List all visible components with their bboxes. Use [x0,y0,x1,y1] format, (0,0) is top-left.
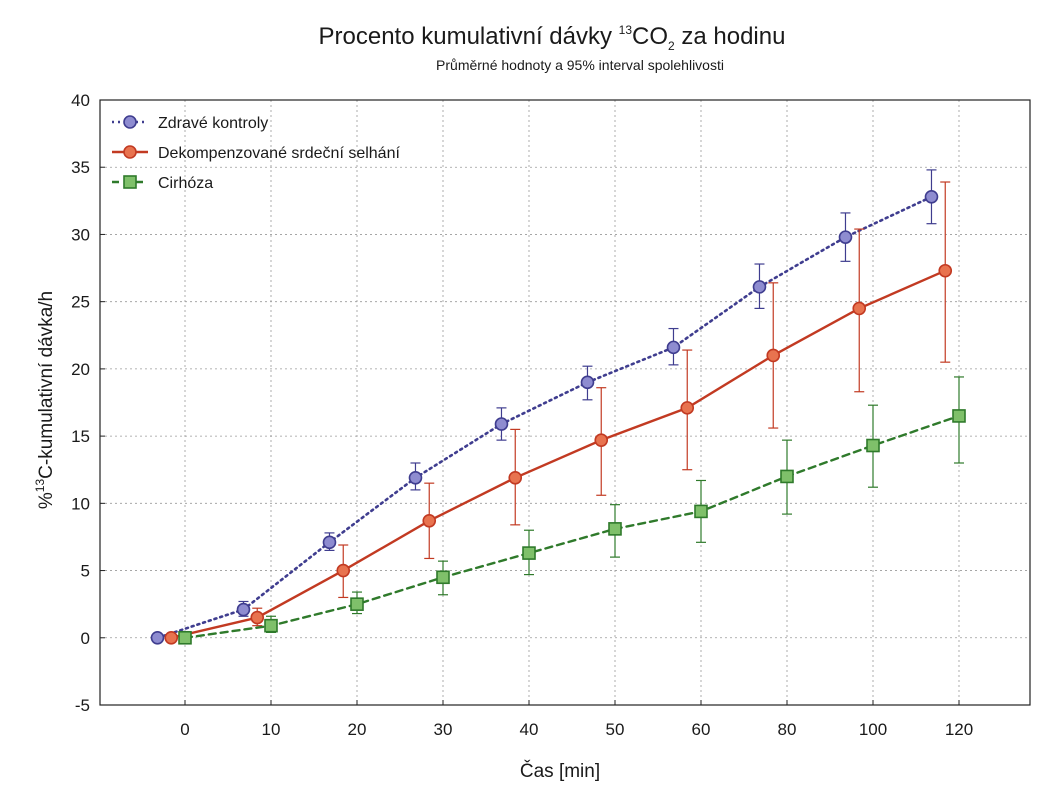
x-tick-label: 80 [778,720,797,739]
chart-title-mid: CO [632,23,668,50]
chart-title-sup: 13 [619,23,633,37]
y-tick-label: 15 [71,427,90,446]
y-tick-label: 35 [71,158,90,177]
plot-area-frame [99,99,1031,706]
series-2 [164,181,953,645]
data-point [780,469,794,484]
data-point [694,504,708,519]
data-point [350,597,364,611]
legend-label: Zdravé kontroly [158,115,268,132]
data-point [336,563,351,578]
data-point [236,602,251,617]
data-point [680,401,695,415]
y-tick-label: 20 [71,360,90,379]
x-tick-label: 40 [520,720,539,739]
data-point [436,570,450,585]
x-tick-label: 60 [692,720,711,739]
y-tick-label: -5 [75,696,90,715]
x-tick-label: 0 [180,720,189,739]
y-tick-label: 30 [71,225,90,244]
y-tick-label: 25 [71,293,90,312]
data-point [766,348,781,363]
data-point [866,438,880,453]
legend-swatch-marker [123,115,137,129]
data-point [594,433,609,447]
data-point [164,630,179,645]
series-line [156,195,933,640]
data-point [494,417,509,431]
legend-label: Dekompenzované srdeční selhání [158,145,400,162]
data-point [508,470,523,485]
y-axis-label-pre: % [36,492,57,509]
legend: Zdravé kontroly Dekompenzované srdeční se… [112,115,400,192]
y-tick-label: 5 [81,562,90,581]
x-tick-label: 50 [606,720,625,739]
data-point [264,618,278,633]
chart-title-pre: Procento kumulativní dávky [319,23,619,50]
data-point [838,230,853,244]
x-tick-label: 120 [945,720,973,739]
legend-label: Cirhóza [158,175,213,192]
data-point [522,546,536,560]
data-point [422,514,437,528]
data-point [852,301,867,316]
data-point [924,190,939,204]
data-point [580,375,595,390]
series-3 [178,376,966,645]
series-line [183,414,961,639]
data-point [408,470,423,485]
data-point [250,610,265,625]
data-point [752,280,767,294]
chart-title-post: za hodinu [675,23,786,50]
y-tick-label: 10 [71,494,90,513]
x-tick-label: 100 [859,720,887,739]
x-axis-ticks: 0 10 20 30 40 50 60 80 100 120 [180,700,973,739]
chart-subtitle: Průměrné hodnoty a 95% interval spolehli… [436,57,724,73]
x-tick-label: 10 [262,720,281,739]
data-point [938,263,953,278]
data-point [150,630,165,645]
y-axis-label: %13C-kumulativní dávka/h [33,291,57,509]
series-1 [150,169,939,645]
legend-swatch-marker [123,175,137,189]
data-point [952,409,966,423]
series-line [169,269,947,639]
y-tick-label: 0 [81,629,90,648]
data-point [322,535,337,550]
y-axis-ticks: -5 0 5 10 15 20 25 30 35 40 [71,91,105,715]
data-point [178,630,192,645]
x-axis-label: Čas [min] [520,760,600,782]
legend-item: Cirhóza [112,175,213,192]
chart-title: Procento kumulativní dávky 13CO2 za hodi… [319,23,786,53]
y-tick-label: 40 [71,91,90,110]
data-point [608,522,622,536]
x-tick-label: 20 [348,720,367,739]
x-tick-label: 30 [434,720,453,739]
y-axis-label-sup: 13 [33,479,47,493]
legend-item: Dekompenzované srdeční selhání [112,145,400,162]
chart-title-sub: 2 [668,39,675,53]
legend-swatch-marker [123,145,137,159]
legend-item: Zdravé kontroly [112,115,268,132]
y-axis-label-post: C-kumulativní dávka/h [36,291,57,479]
series-layer [150,169,966,645]
data-point [666,340,681,355]
